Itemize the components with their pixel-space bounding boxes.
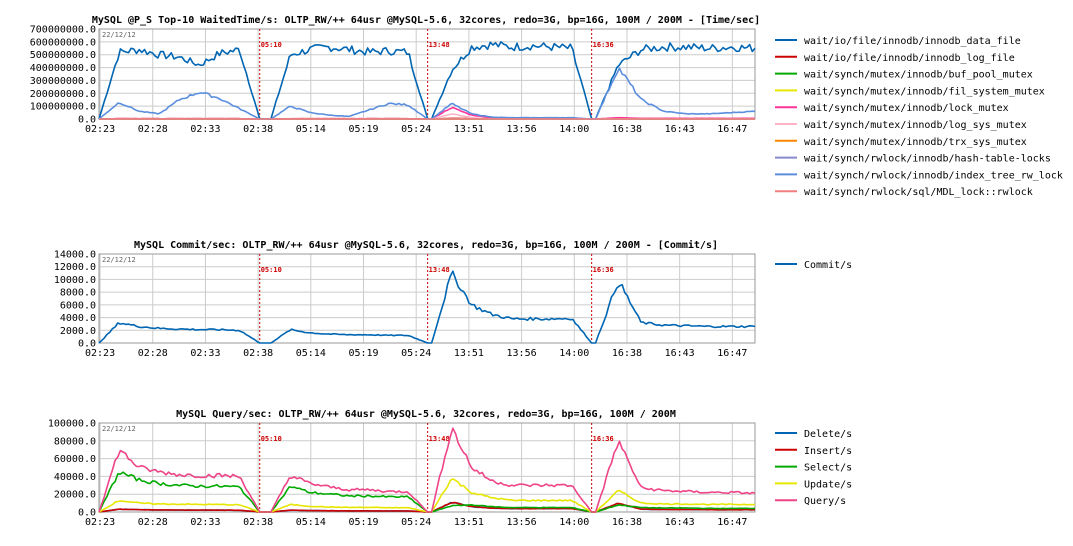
y-tick-label: 100000.0 [48,419,96,430]
marker-label: 16:36 [593,41,614,49]
y-tick-label: 200000000.0 [30,89,96,100]
x-tick-label: 13:56 [507,124,537,135]
x-tick-label: 05:19 [348,124,378,135]
x-tick-label: 16:43 [665,517,695,528]
y-tick-label: 700000000.0 [30,25,96,36]
marker-label: 05:10 [261,266,282,274]
x-tick-label: 02:38 [243,348,273,359]
legend-label: wait/synch/mutex/innodb/lock_mutex [804,103,1009,114]
y-tick-label: 0.0 [78,115,96,126]
y-tick-label: 12000.0 [54,262,96,273]
y-tick-label: 100000000.0 [30,102,96,113]
legend-label: wait/synch/rwlock/sql/MDL_lock::rwlock [804,187,1033,198]
marker-label: 13:48 [429,435,450,443]
y-tick-label: 10000.0 [54,275,96,286]
x-tick-label: 16:43 [665,124,695,135]
x-tick-label: 16:38 [612,517,642,528]
x-tick-label: 14:00 [559,348,589,359]
y-tick-label: 2000.0 [60,326,96,337]
y-tick-label: 4000.0 [60,313,96,324]
legend-label: wait/synch/rwlock/innodb/index_tree_rw_l… [804,170,1063,181]
x-tick-label: 13:56 [507,517,537,528]
plot-frame [98,422,756,513]
x-tick-label: 14:00 [559,517,589,528]
x-tick-label: 02:28 [138,124,168,135]
x-tick-label: 02:33 [190,124,220,135]
x-tick-label: 05:19 [348,348,378,359]
date-label: 22/12/12 [102,256,136,264]
x-tick-label: 16:47 [717,348,747,359]
series-line-select-s [98,471,756,513]
y-tick-label: 600000000.0 [30,37,96,48]
legend-label: wait/synch/mutex/innodb/log_sys_mutex [804,120,1027,131]
x-tick-label: 02:33 [190,348,220,359]
legend-label: wait/io/file/innodb/innodb_data_file [804,36,1021,47]
series-line-update-s [98,478,756,513]
x-tick-label: 05:19 [348,517,378,528]
x-tick-label: 14:00 [559,124,589,135]
x-tick-label: 13:51 [454,124,484,135]
legend-label: wait/synch/mutex/innodb/buf_pool_mutex [804,70,1033,81]
legend-label: wait/synch/mutex/innodb/trx_sys_mutex [804,137,1027,148]
marker-label: 05:10 [261,41,282,49]
x-tick-label: 05:14 [296,124,326,135]
y-tick-label: 0.0 [78,508,96,519]
x-tick-label: 16:47 [717,517,747,528]
chart-title: MySQL Query/sec: OLTP_RW/++ 64usr @MySQL… [176,409,676,420]
legend-label: Delete/s [804,429,852,440]
legend-label: wait/synch/mutex/innodb/fil_system_mutex [804,86,1045,97]
legend-label: Select/s [804,463,852,474]
y-tick-label: 14000.0 [54,250,96,261]
x-tick-label: 13:51 [454,517,484,528]
y-tick-label: 0.0 [78,339,96,350]
x-tick-label: 02:28 [138,517,168,528]
legend-label: Query/s [804,496,846,507]
y-tick-label: 60000.0 [54,454,96,465]
x-tick-label: 05:24 [401,517,431,528]
series-line-query-s [98,427,756,513]
date-label: 22/12/12 [102,31,136,39]
y-tick-label: 20000.0 [54,490,96,501]
series-line-commit-s [98,270,756,344]
y-tick-label: 6000.0 [60,300,96,311]
x-tick-label: 16:43 [665,348,695,359]
y-tick-label: 400000000.0 [30,63,96,74]
x-tick-label: 16:38 [612,124,642,135]
x-tick-label: 16:38 [612,348,642,359]
date-label: 22/12/12 [102,425,136,433]
legend-label: Insert/s [804,446,852,457]
marker-label: 16:36 [593,266,614,274]
chart-title: MySQL Commit/sec: OLTP_RW/++ 64usr @MySQ… [134,239,718,251]
marker-label: 13:48 [429,41,450,49]
x-tick-label: 13:51 [454,348,484,359]
x-tick-label: 05:14 [296,517,326,528]
legend-label: Commit/s [804,260,852,271]
legend-label: wait/synch/rwlock/innodb/hash-table-lock… [804,154,1051,165]
x-tick-label: 02:38 [243,124,273,135]
plot-frame [98,28,756,120]
chart-title: MySQL @P_S Top-10 WaitedTime/s: OLTP_RW/… [92,14,760,26]
x-tick-label: 05:14 [296,348,326,359]
y-tick-label: 80000.0 [54,436,96,447]
x-tick-label: 02:38 [243,517,273,528]
x-tick-label: 05:24 [401,348,431,359]
x-tick-label: 02:23 [85,124,115,135]
marker-label: 05:10 [261,435,282,443]
y-tick-label: 500000000.0 [30,50,96,61]
legend-label: wait/io/file/innodb/innodb_log_file [804,53,1015,64]
x-tick-label: 05:24 [401,124,431,135]
x-tick-label: 02:28 [138,348,168,359]
x-tick-label: 02:23 [85,517,115,528]
x-tick-label: 02:23 [85,348,115,359]
marker-label: 16:36 [593,435,614,443]
y-tick-label: 8000.0 [60,288,96,299]
marker-label: 13:48 [429,266,450,274]
legend-label: Update/s [804,479,852,490]
y-tick-label: 40000.0 [54,472,96,483]
y-tick-label: 300000000.0 [30,76,96,87]
x-tick-label: 02:33 [190,517,220,528]
x-tick-label: 16:47 [717,124,747,135]
x-tick-label: 13:56 [507,348,537,359]
